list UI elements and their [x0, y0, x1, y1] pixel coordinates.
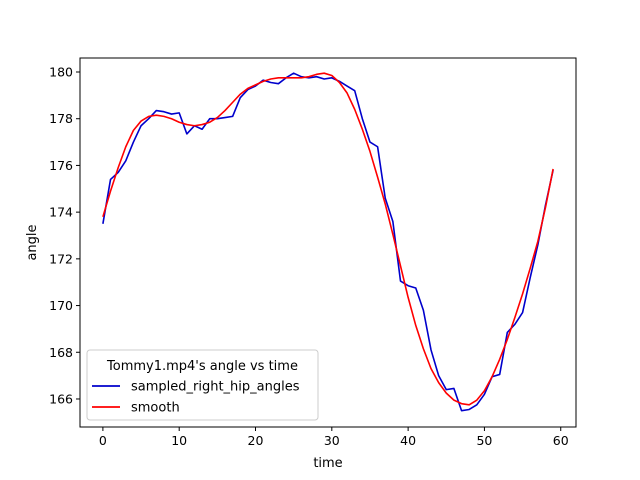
y-tick-label: 178	[49, 111, 73, 126]
y-tick-label: 168	[49, 345, 73, 360]
x-tick-label: 20	[248, 433, 264, 448]
x-tick-label: 40	[400, 433, 416, 448]
x-tick-label: 10	[171, 433, 187, 448]
y-axis-label: angle	[25, 224, 40, 260]
series-layer	[102, 72, 554, 412]
y-tick-label: 166	[49, 391, 73, 406]
y-tick-label: 174	[49, 205, 73, 220]
y-tick-label: 176	[49, 158, 73, 173]
legend: Tommy1.mp4's angle vs time sampled_right…	[86, 349, 319, 421]
legend-box	[86, 349, 319, 421]
y-tick-label: 180	[49, 65, 73, 80]
y-tick-label: 172	[49, 251, 73, 266]
series-line-smooth	[102, 72, 554, 406]
x-tick-label: 0	[99, 433, 107, 448]
x-tick-label: 30	[324, 433, 340, 448]
ticks-layer: 0 10 20 30 40 50 60 166 168 170 172 174 176 178 180	[49, 65, 569, 448]
series-line-sampled	[102, 72, 554, 412]
y-tick-label: 170	[49, 298, 73, 313]
x-axis-label: time	[313, 456, 342, 471]
x-tick-label: 60	[553, 433, 569, 448]
legend-label-sampled: sampled_right_hip_angles	[131, 380, 300, 395]
legend-label-smooth: smooth	[131, 401, 180, 416]
x-tick-label: 50	[476, 433, 492, 448]
legend-title: Tommy1.mp4's angle vs time	[106, 359, 298, 374]
plot-frame	[79, 57, 577, 428]
